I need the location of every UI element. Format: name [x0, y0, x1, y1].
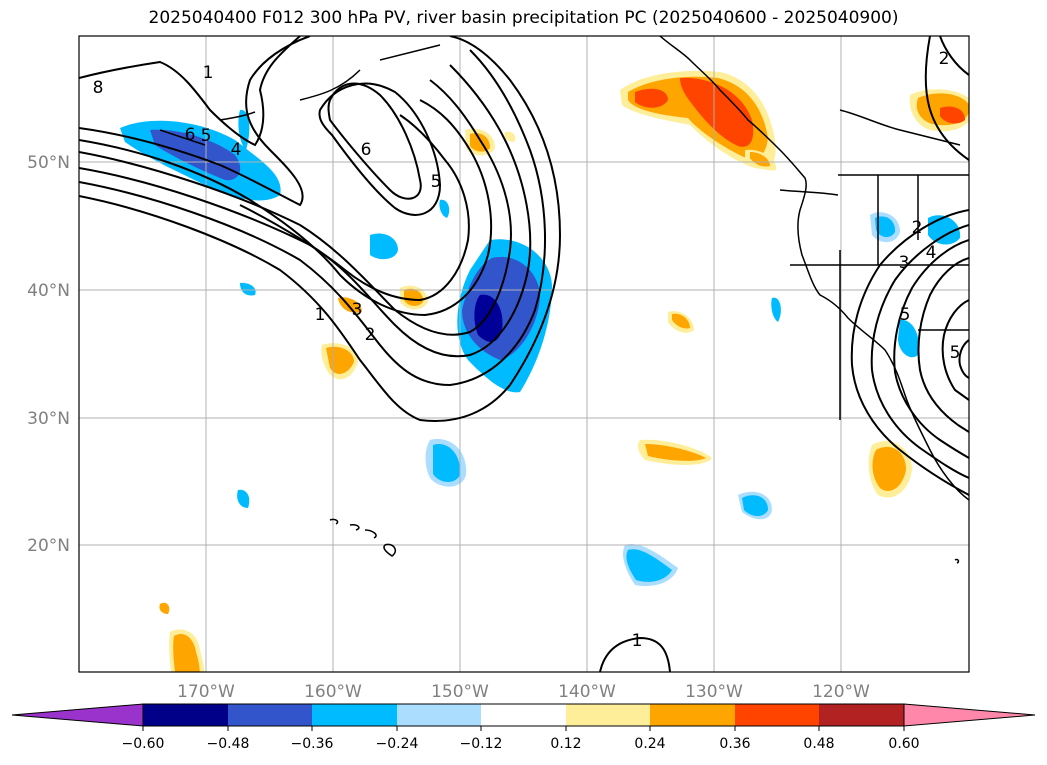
colorbar-tick: 0.48 [803, 736, 834, 752]
colorbar-tick: 0.60 [888, 736, 919, 752]
colorbar-tick: 0.12 [550, 736, 581, 752]
contour-label: 1 [203, 63, 214, 83]
contour-label: 5 [950, 343, 961, 363]
precip-shading [120, 70, 969, 672]
lon-label: 120°W [812, 682, 870, 702]
chart-title: 2025040400 F012 300 hPa PV, river basin … [148, 8, 899, 28]
colorbar-bin [735, 704, 819, 726]
contour-label: 2 [912, 218, 923, 238]
contour-label: 6 [185, 125, 196, 145]
lat-label: 30°N [27, 409, 70, 429]
colorbar-bin [481, 704, 566, 726]
contour-label: 2 [939, 49, 950, 69]
contour-label: 4 [926, 243, 937, 263]
colorbar-tick: −0.12 [460, 736, 503, 752]
longitude-labels: 170°W 160°W 150°W 140°W 130°W 120°W [177, 682, 870, 702]
contour-label: 1 [632, 631, 643, 651]
colorbar-bin [312, 704, 397, 726]
colorbar-bin [650, 704, 735, 726]
colorbar-tick: −0.60 [122, 736, 165, 752]
lat-label: 40°N [27, 281, 70, 301]
colorbar-bin [819, 704, 904, 726]
contour-label: 5 [201, 126, 212, 146]
coastlines [159, 36, 969, 564]
colorbar-bin [143, 704, 228, 726]
lat-label: 20°N [27, 536, 70, 556]
contour-label: 3 [899, 253, 910, 273]
contour-label: 8 [93, 78, 104, 98]
colorbar-under [11, 703, 144, 727]
latitude-labels: 50°N 40°N 30°N 20°N [27, 153, 70, 556]
contour-label: 4 [231, 140, 242, 160]
lat-label: 50°N [27, 153, 70, 173]
map-area: 8 1 6 5 4 6 5 1 2 3 1 2 3 4 5 5 2 [79, 36, 969, 672]
lon-label: 170°W [177, 682, 235, 702]
map-frame [78, 35, 970, 673]
colorbar-tick: −0.48 [207, 736, 250, 752]
colorbar-tick: 0.24 [634, 736, 665, 752]
pv-contours [79, 36, 969, 672]
colorbar-bin [566, 704, 650, 726]
colorbar-bin [228, 704, 312, 726]
contour-label: 3 [352, 300, 363, 320]
lon-label: 130°W [685, 682, 743, 702]
colorbar-bin [397, 704, 481, 726]
colorbar-tick: −0.36 [291, 736, 334, 752]
colorbar-over [903, 703, 1036, 727]
lon-label: 160°W [304, 682, 362, 702]
contour-label: 1 [315, 305, 326, 325]
colorbar-tick: 0.36 [719, 736, 750, 752]
lon-label: 150°W [431, 682, 489, 702]
colorbar-tick: −0.24 [376, 736, 419, 752]
graticule [79, 36, 969, 672]
contour-labels: 8 1 6 5 4 6 5 1 2 3 1 2 3 4 5 5 2 [93, 49, 961, 651]
colorbar: −0.60 −0.48 −0.36 −0.24 −0.12 0.12 0.24 … [11, 703, 1036, 752]
lon-label: 140°W [558, 682, 616, 702]
contour-label: 5 [900, 305, 911, 325]
contour-label: 6 [361, 140, 372, 160]
contour-label: 2 [365, 325, 376, 345]
contour-label: 5 [431, 172, 442, 192]
